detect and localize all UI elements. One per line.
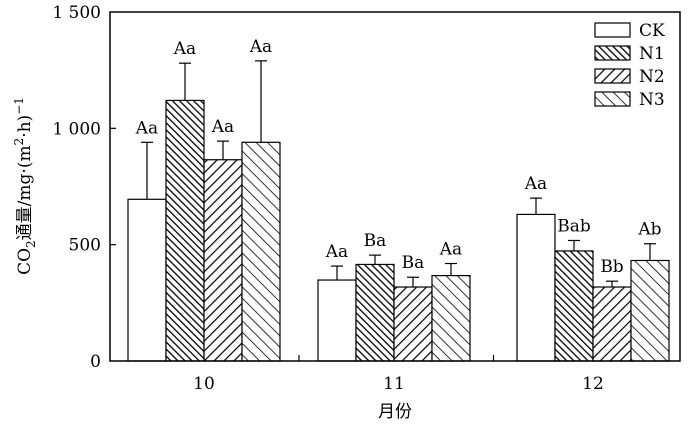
bar-n3-10	[241, 141, 281, 362]
y-axis-title-middle-2: ·h)	[15, 115, 35, 138]
legend-label-n1: N1	[639, 44, 665, 64]
y-tick-label: 500	[69, 236, 101, 256]
significance-label-n2-11: Ba	[402, 253, 425, 273]
bar-ck-11	[317, 279, 357, 362]
significance-label-ck-11: Aa	[325, 242, 348, 262]
y-tick-label: 1 000	[52, 119, 101, 139]
legend-label-n2: N2	[639, 67, 665, 87]
x-tick-label-10: 10	[193, 374, 215, 394]
bar-n1-10	[165, 99, 205, 362]
y-axis-title: CO2通量/mg·(m2·h)−1	[12, 97, 38, 275]
legend-swatch-ck	[594, 22, 631, 38]
x-tick-label-11: 11	[383, 374, 405, 394]
plot-frame	[109, 11, 681, 362]
significance-labels-layer: Aa Aa Aa Aa Ba Bab Aa Ba Bb Aa Aa Ab	[135, 37, 662, 277]
x-axis-ticks: 10 11 12	[193, 355, 604, 394]
bar-n1-11	[355, 263, 395, 362]
significance-label-ck-12: Aa	[524, 174, 547, 194]
bar-n2-10	[203, 159, 243, 362]
significance-label-n3-11: Aa	[439, 240, 462, 260]
significance-label-n1-10: Aa	[173, 39, 196, 59]
bar-n2-12	[592, 286, 632, 362]
legend-label-ck: CK	[639, 21, 665, 41]
bar-n3-12	[630, 259, 670, 362]
legend-label-n3: N3	[639, 90, 665, 110]
y-axis-title-middle: 通量/mg·(m	[15, 145, 35, 240]
legend: CK N1 N2 N3	[594, 21, 665, 110]
significance-label-n2-10: Aa	[211, 117, 234, 137]
bar-ck-12	[516, 213, 556, 362]
significance-label-n1-11: Ba	[364, 231, 387, 251]
bar-n3-11	[431, 275, 471, 362]
significance-label-n1-12: Bab	[557, 216, 591, 236]
x-axis-title: 月份	[378, 402, 412, 422]
y-tick-label: 1 500	[52, 3, 101, 23]
bar-n1-12	[554, 250, 594, 362]
significance-label-n3-10: Aa	[249, 37, 272, 57]
y-axis-title-superscript-2: −1	[12, 97, 26, 115]
legend-swatch-n2	[594, 68, 631, 84]
y-axis-title-subscript: 2	[24, 240, 38, 248]
legend-swatch-n1	[594, 45, 631, 61]
bars-layer	[127, 99, 670, 362]
legend-swatch-n3	[594, 91, 631, 107]
error-bars-layer	[141, 60, 656, 288]
significance-label-n2-12: Bb	[600, 257, 623, 277]
bar-ck-10	[127, 198, 167, 362]
x-tick-label-12: 12	[582, 374, 604, 394]
y-axis-title-prefix: CO	[15, 248, 35, 275]
y-axis-ticks: 0 500 1 000 1 500	[52, 3, 116, 372]
significance-label-ck-10: Aa	[135, 118, 158, 138]
significance-label-n3-12: Ab	[637, 220, 661, 240]
y-tick-label: 0	[90, 352, 101, 372]
bar-n2-11	[393, 286, 433, 362]
y-axis-title-superscript-1: 2	[12, 138, 26, 146]
